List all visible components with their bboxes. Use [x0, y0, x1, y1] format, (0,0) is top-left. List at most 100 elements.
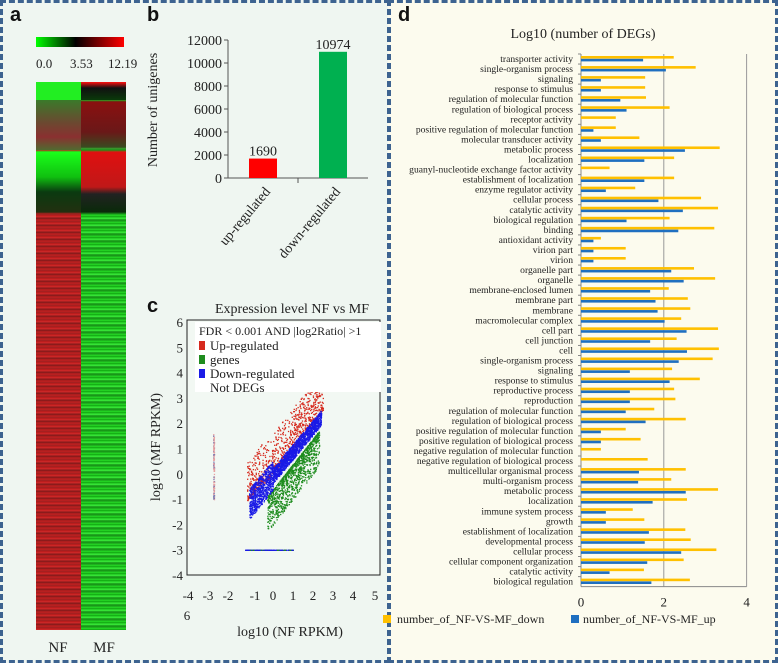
point-up: [318, 402, 320, 404]
point-down: [298, 490, 301, 492]
point-down: [275, 498, 277, 500]
point-not-deg: [288, 455, 290, 458]
point-down: [298, 488, 301, 491]
category-label: organelle part: [520, 265, 573, 276]
point-up: [314, 406, 317, 408]
point-not-deg: [249, 503, 252, 506]
point-not-deg: [255, 495, 257, 497]
point-down: [304, 479, 306, 481]
point-up: [301, 397, 303, 399]
point-down: [281, 508, 284, 510]
bar-up: [581, 330, 687, 333]
bar-down: [581, 468, 686, 471]
point-not-deg: [308, 439, 311, 441]
point-not-deg: [316, 423, 318, 425]
point-down: [301, 452, 304, 454]
category-label: single-organism process: [480, 356, 573, 367]
point-up: [293, 418, 295, 420]
point-not-deg: [254, 492, 257, 494]
point-up: [290, 411, 292, 414]
point-not-deg: [266, 491, 268, 493]
point-down: [298, 476, 300, 478]
point-up: [269, 474, 271, 476]
point-down: [278, 511, 280, 513]
bar-up: [581, 249, 594, 253]
point-not-deg: [257, 489, 259, 491]
point-down: [282, 478, 285, 480]
point-not-deg: [252, 488, 254, 491]
point-column: [213, 464, 215, 466]
point-up: [298, 426, 300, 428]
point-not-deg: [266, 473, 268, 476]
point-down: [274, 492, 277, 495]
point-row: [281, 549, 283, 551]
point-up: [318, 409, 320, 411]
point-up: [248, 497, 250, 500]
point-not-deg: [320, 416, 322, 418]
point-down: [318, 451, 320, 453]
point-not-deg: [283, 455, 285, 457]
point-not-deg: [249, 511, 252, 513]
point-not-deg: [297, 444, 299, 446]
point-not-deg: [320, 410, 322, 413]
point-not-deg: [307, 439, 309, 442]
point-not-deg: [303, 435, 305, 437]
point-down: [277, 505, 279, 507]
bar-down: [581, 397, 676, 401]
point-not-deg: [315, 422, 318, 425]
bar-down-regulated: [319, 51, 347, 179]
point-not-deg: [297, 451, 299, 453]
point-not-deg: [305, 429, 308, 431]
point-not-deg: [253, 483, 255, 486]
point-up: [304, 419, 307, 421]
point-not-deg: [270, 485, 273, 487]
point-down: [308, 472, 311, 475]
point-not-deg: [304, 436, 306, 438]
point-down: [272, 510, 274, 512]
point-down: [278, 487, 281, 489]
point-not-deg: [277, 470, 279, 472]
point-not-deg: [272, 466, 274, 468]
point-not-deg: [301, 445, 304, 448]
point-up: [319, 395, 322, 397]
point-not-deg: [294, 456, 296, 458]
y-tick-label: 2000: [194, 149, 222, 164]
scale-tick-min: 0.0: [36, 56, 52, 71]
point-not-deg: [267, 466, 270, 468]
point-not-deg: [272, 478, 274, 480]
point-down: [277, 497, 279, 500]
point-up: [249, 469, 251, 471]
point-not-deg: [265, 495, 267, 498]
point-down: [314, 440, 316, 442]
point-not-deg: [291, 456, 294, 458]
point-not-deg: [290, 454, 293, 457]
point-up: [265, 445, 267, 447]
point-not-deg: [314, 424, 316, 427]
point-down: [303, 460, 305, 462]
point-up: [290, 434, 292, 436]
point-not-deg: [280, 473, 282, 475]
point-not-deg: [300, 434, 302, 437]
point-not-deg: [292, 455, 295, 458]
point-not-deg: [279, 469, 281, 471]
point-not-deg: [303, 440, 305, 442]
point-down: [284, 506, 286, 509]
bar-up: [581, 551, 682, 554]
point-not-deg: [294, 447, 296, 449]
point-not-deg: [251, 495, 253, 497]
point-not-deg: [270, 463, 272, 466]
point-up: [299, 405, 301, 408]
point-up: [311, 411, 314, 414]
point-up: [301, 422, 303, 424]
point-not-deg: [249, 506, 251, 508]
point-down: [289, 470, 291, 472]
point-not-deg: [261, 490, 263, 492]
point-up: [282, 432, 284, 435]
point-down: [295, 479, 298, 482]
point-up: [301, 432, 303, 435]
point-up: [305, 423, 307, 425]
point-down: [295, 470, 298, 472]
point-down: [279, 506, 281, 508]
bar-down: [581, 176, 675, 180]
